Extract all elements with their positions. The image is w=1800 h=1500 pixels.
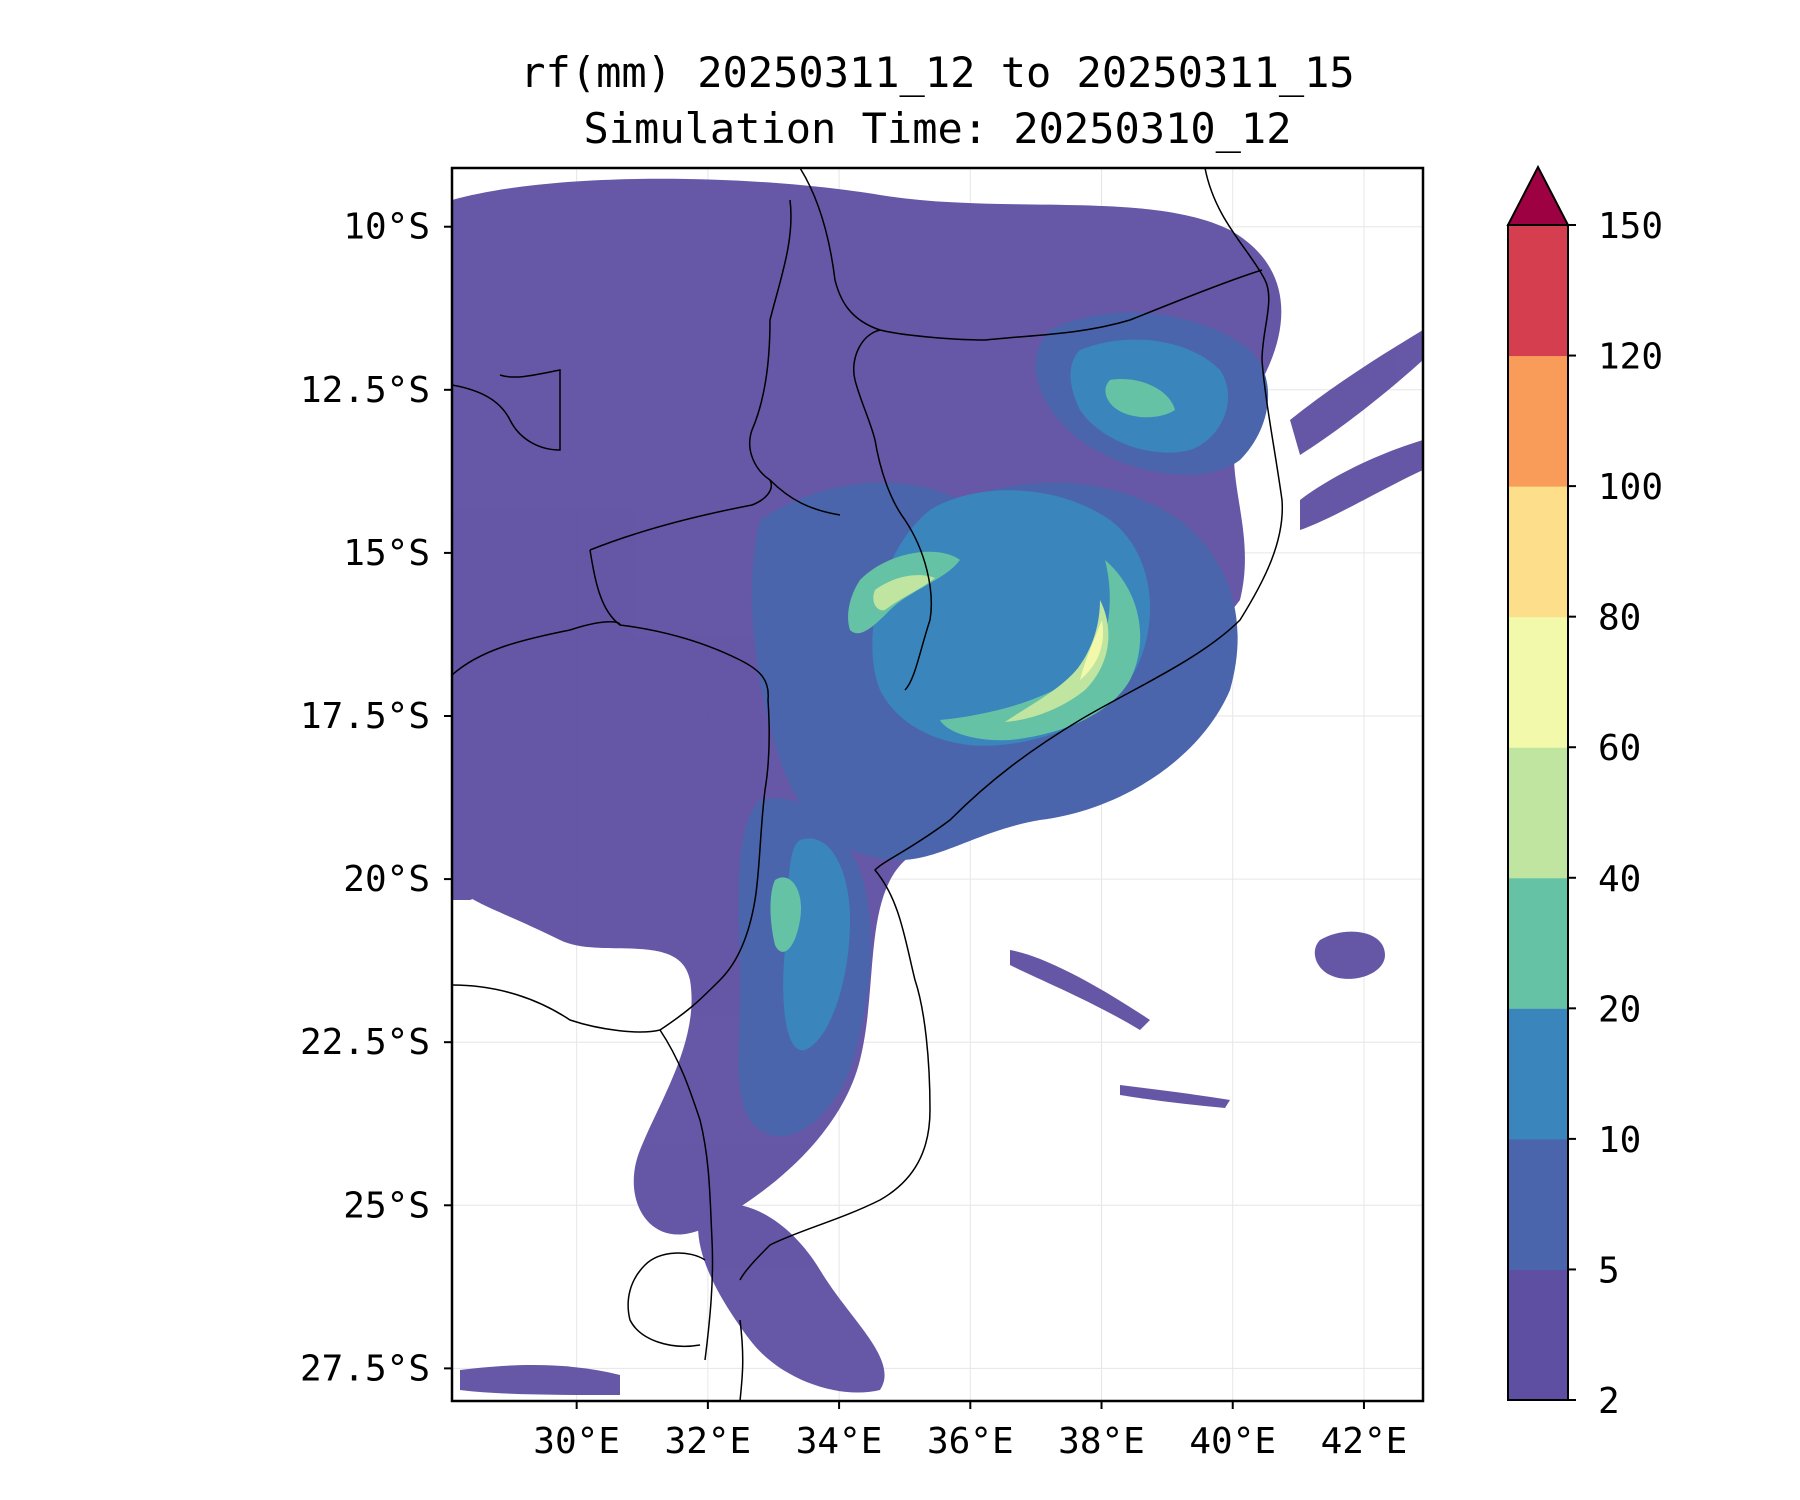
lat-tick-label: 25°S — [343, 1185, 430, 1226]
colorbar-segment — [1508, 1138, 1568, 1270]
latitude-axis: 10°S 12.5°S 15°S 17.5°S 20°S 22.5°S 25°S 27.5°S — [300, 207, 452, 1389]
lat-tick-label: 22.5°S — [300, 1022, 430, 1063]
colorbar-tick-label: 5 — [1598, 1250, 1620, 1291]
lon-tick-label: 42°E — [1321, 1421, 1408, 1462]
map-frame — [450, 166, 1425, 1403]
rainfall-field — [452, 178, 1423, 1395]
colorbar-tick-label: 60 — [1598, 728, 1641, 769]
colorbar-tick-label: 20 — [1598, 989, 1641, 1030]
colorbar-tick-label: 150 — [1598, 206, 1663, 247]
colorbar-segment — [1508, 355, 1568, 487]
colorbar-segment — [1508, 877, 1568, 1009]
colorbar-tick-label: 10 — [1598, 1120, 1641, 1161]
colorbar-segment — [1508, 486, 1568, 618]
colorbar-tick-label: 120 — [1598, 337, 1663, 378]
lat-tick-label: 27.5°S — [300, 1348, 430, 1389]
colorbar-segment — [1508, 1269, 1568, 1401]
lat-tick-label: 10°S — [343, 207, 430, 248]
colorbar-segment — [1508, 747, 1568, 879]
rain-band-80 — [1080, 620, 1104, 680]
lat-tick-label: 17.5°S — [300, 696, 430, 737]
country-borders — [452, 168, 1284, 1401]
colorbar-segment — [1508, 616, 1568, 748]
colorbar-tick-label: 100 — [1598, 467, 1663, 508]
chart-title: rf(mm) 20250311_12 to 20250311_15 — [520, 48, 1355, 97]
lon-tick-label: 34°E — [796, 1421, 883, 1462]
lon-tick-label: 38°E — [1058, 1421, 1145, 1462]
lon-tick-label: 30°E — [533, 1421, 620, 1462]
rain-band-40 — [770, 379, 1175, 952]
rain-band-60 — [873, 575, 1109, 722]
colorbar-tick-label: 40 — [1598, 859, 1641, 900]
colorbar-tick-label: 2 — [1598, 1381, 1620, 1422]
colorbar-extend-arrow — [1506, 164, 1570, 226]
colorbar-tick-label: 80 — [1598, 598, 1641, 639]
colorbar-segment — [1508, 225, 1568, 357]
colorbar: 2 5 10 20 40 60 80 100 120 150 — [1506, 164, 1663, 1422]
colorbar-segment — [1508, 1008, 1568, 1140]
chart-subtitle: Simulation Time: 20250310_12 — [583, 104, 1292, 153]
lat-tick-label: 20°S — [343, 859, 430, 900]
lat-tick-label: 15°S — [343, 533, 430, 574]
lon-tick-label: 40°E — [1189, 1421, 1276, 1462]
longitude-axis: 30°E 32°E 34°E 36°E 38°E 40°E 42°E — [533, 1401, 1407, 1462]
colorbar-frame — [1507, 224, 1569, 1401]
lon-tick-label: 36°E — [927, 1421, 1014, 1462]
lon-tick-label: 32°E — [665, 1421, 752, 1462]
lat-tick-label: 12.5°S — [300, 370, 430, 411]
